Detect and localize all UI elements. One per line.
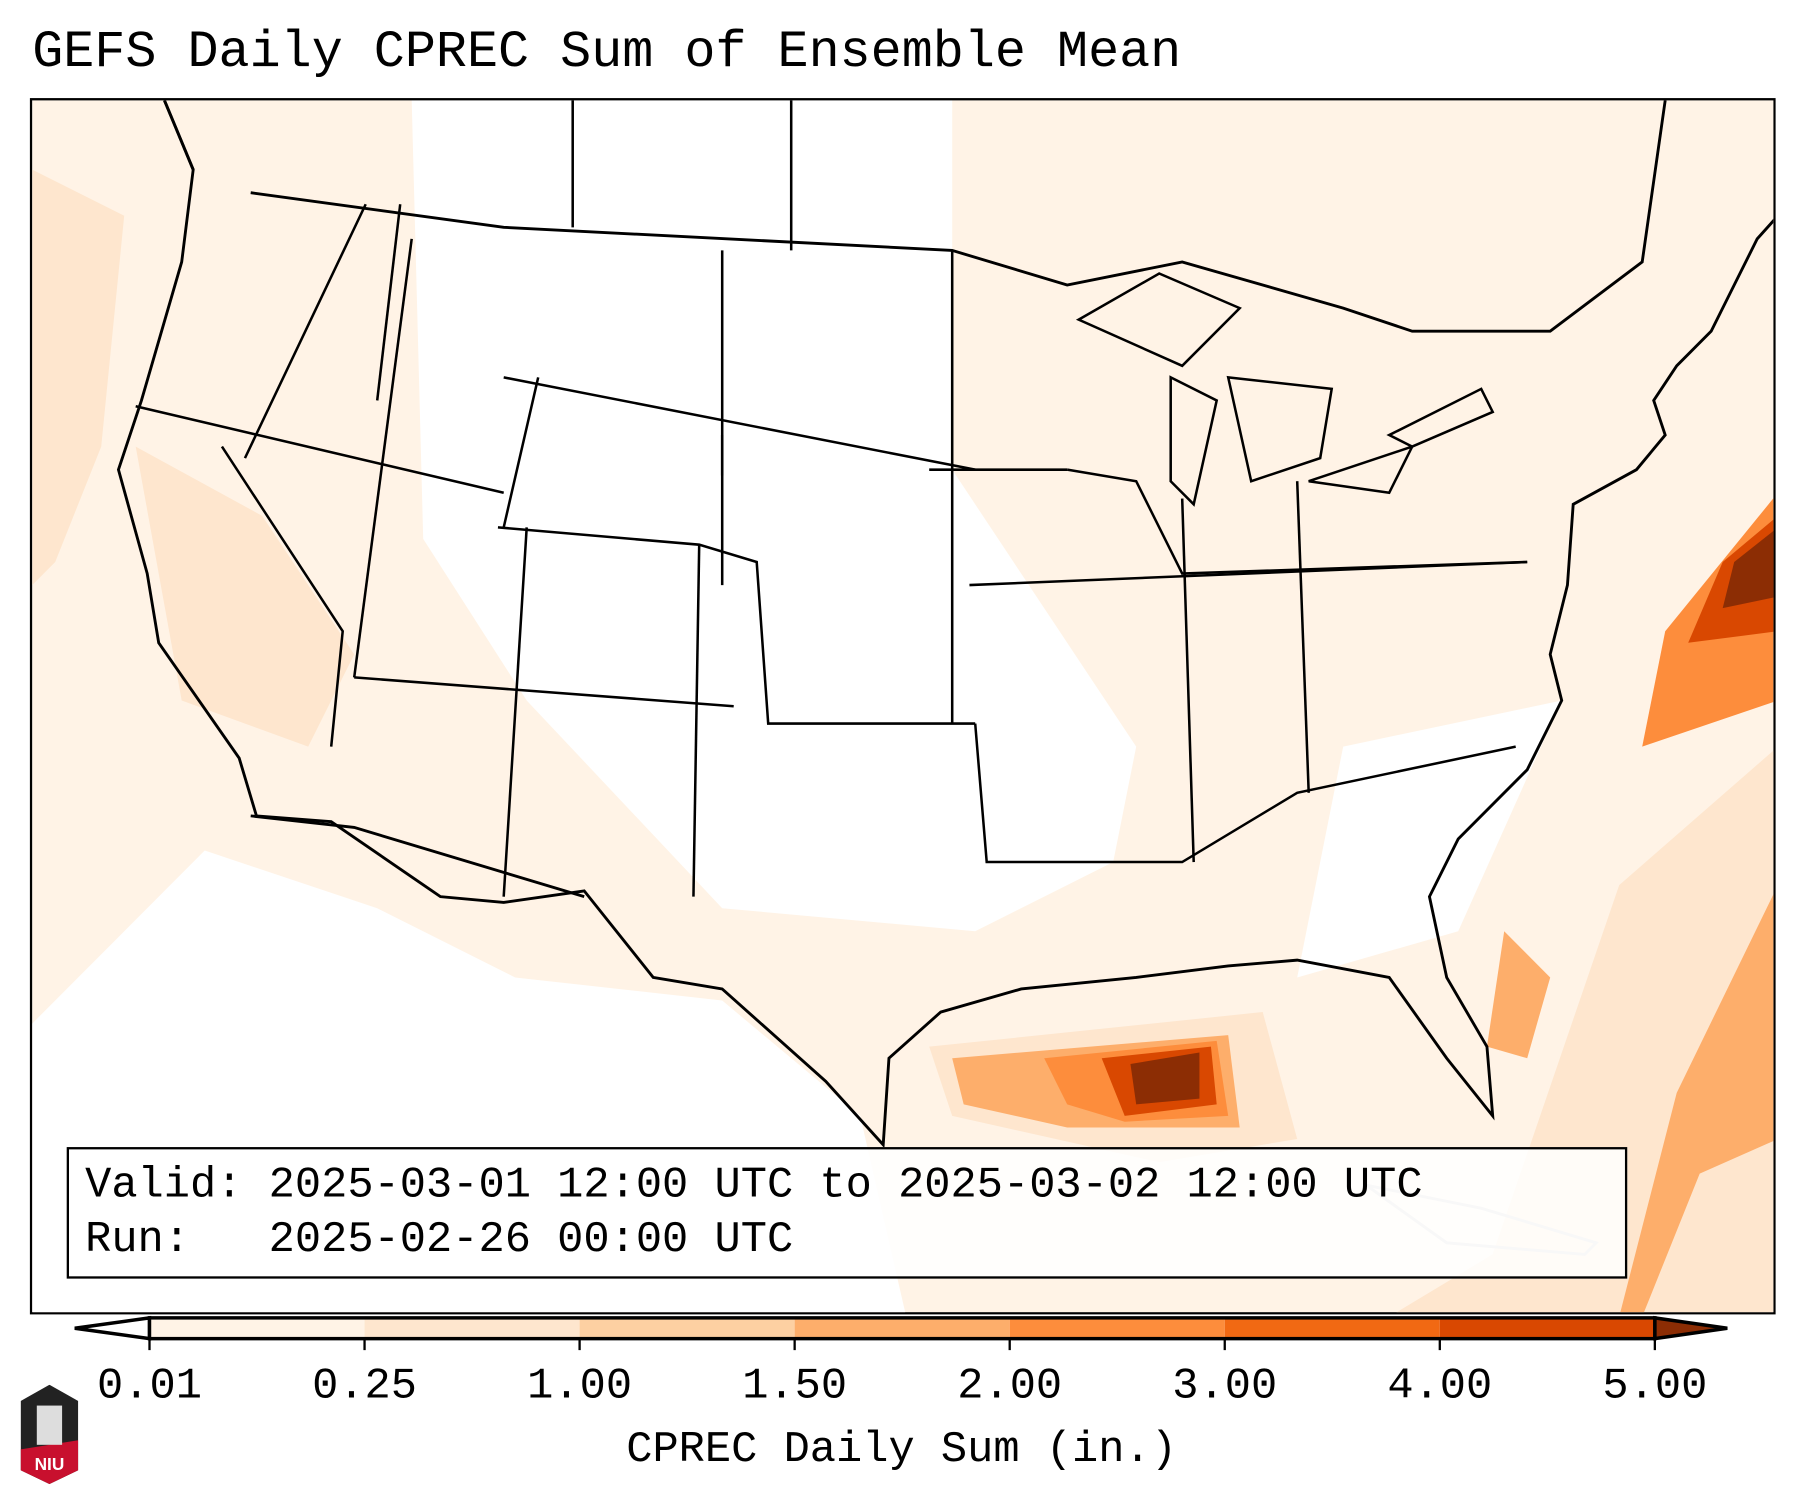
precip-atlantic-south: [1620, 894, 1774, 1313]
colorbar-tick-label: 0.01: [97, 1361, 202, 1412]
colorbar-label: CPREC Daily Sum (in.): [626, 1425, 1177, 1475]
state-border: [243, 203, 367, 459]
map-panel: [29, 98, 1776, 1315]
state-border: [1295, 481, 1310, 793]
great-lakes: [1075, 272, 1495, 507]
colorbar-bin: [794, 1317, 1010, 1339]
colorbar-bin: [1224, 1317, 1440, 1339]
colorbar-tick-label: 2.00: [957, 1361, 1063, 1412]
precip-map: [32, 100, 1774, 1313]
colorbar-over-extension: [1653, 1315, 1728, 1341]
state-border: [973, 723, 1516, 864]
canada-border: [163, 100, 1667, 333]
niu-logo: NIU: [20, 1384, 79, 1485]
svg-text:NIU: NIU: [35, 1454, 65, 1474]
state-border: [969, 560, 1528, 587]
state-border: [497, 526, 976, 725]
valid-label: Valid:: [85, 1160, 243, 1211]
state-border: [503, 376, 976, 471]
state-border: [692, 544, 701, 897]
precip-florida-east: [1486, 931, 1551, 1059]
map-title: GEFS Daily CPREC Sum of Ensemble Mean: [32, 23, 1182, 82]
valid-period: 2025-03-01 12:00 UTC to 2025-03-02 12:00…: [268, 1160, 1423, 1211]
colorbar-tick-label: 3.00: [1172, 1361, 1278, 1412]
state-border: [354, 676, 734, 708]
colorbar-tick-label: 0.25: [312, 1361, 418, 1412]
coastline: [116, 100, 1774, 1149]
precip-pacific: [32, 169, 125, 586]
colorbar-tick-label: 1.50: [742, 1361, 848, 1412]
colorbar-bin: [1009, 1317, 1225, 1339]
colorbar-outline: [147, 1316, 1657, 1341]
state-border: [135, 404, 504, 494]
colorbar-tick-label: 1.00: [527, 1361, 633, 1412]
dry-area-southeast: [1297, 700, 1562, 978]
state-border: [502, 377, 540, 528]
state-border: [375, 204, 402, 401]
colorbar-tick-label: 4.00: [1387, 1361, 1493, 1412]
colorbar-under-extension: [74, 1315, 152, 1341]
state-border: [220, 445, 345, 747]
state-border: [352, 238, 413, 678]
precip-california: [135, 446, 355, 747]
info-box: Valid: 2025-03-01 12:00 UTC to 2025-03-0…: [66, 1147, 1628, 1279]
run-label: Run:: [85, 1215, 191, 1265]
colorbar-bin: [1439, 1317, 1655, 1339]
colorbar: [74, 1315, 1728, 1351]
colorbar-bin: [149, 1317, 365, 1339]
colorbar-bin: [579, 1317, 795, 1339]
precip-atlantic-max: [1722, 531, 1774, 609]
state-border: [1066, 468, 1528, 575]
run-time: 2025-02-26 00:00 UTC: [268, 1215, 794, 1265]
state-border: [502, 527, 528, 897]
colorbar-tick-label: 5.00: [1602, 1361, 1708, 1412]
colorbar-bin: [364, 1317, 580, 1339]
mexico-border: [250, 814, 585, 899]
state-border: [1180, 498, 1195, 863]
precip-gulf-max: [1130, 1052, 1200, 1105]
